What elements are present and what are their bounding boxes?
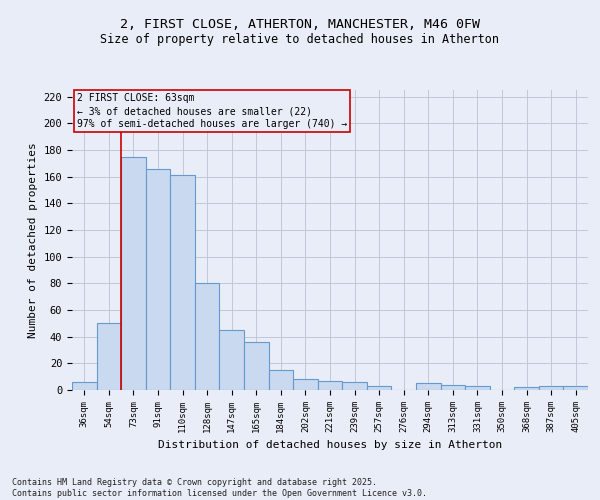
Y-axis label: Number of detached properties: Number of detached properties xyxy=(28,142,38,338)
Bar xyxy=(146,168,170,390)
Bar xyxy=(220,330,244,390)
Text: 2, FIRST CLOSE, ATHERTON, MANCHESTER, M46 0FW: 2, FIRST CLOSE, ATHERTON, MANCHESTER, M4… xyxy=(120,18,480,30)
Bar xyxy=(269,370,293,390)
Bar xyxy=(563,386,588,390)
Bar xyxy=(465,386,490,390)
Text: Size of property relative to detached houses in Atherton: Size of property relative to detached ho… xyxy=(101,32,499,46)
Bar xyxy=(416,384,440,390)
Bar xyxy=(367,386,391,390)
X-axis label: Distribution of detached houses by size in Atherton: Distribution of detached houses by size … xyxy=(158,440,502,450)
Bar xyxy=(170,176,195,390)
Bar xyxy=(539,386,563,390)
Bar xyxy=(342,382,367,390)
Text: Contains HM Land Registry data © Crown copyright and database right 2025.
Contai: Contains HM Land Registry data © Crown c… xyxy=(12,478,427,498)
Bar xyxy=(72,382,97,390)
Bar xyxy=(293,380,318,390)
Bar xyxy=(195,284,220,390)
Bar xyxy=(121,156,146,390)
Bar xyxy=(514,388,539,390)
Bar xyxy=(97,324,121,390)
Bar xyxy=(318,380,342,390)
Bar xyxy=(244,342,269,390)
Bar xyxy=(440,384,465,390)
Text: 2 FIRST CLOSE: 63sqm
← 3% of detached houses are smaller (22)
97% of semi-detach: 2 FIRST CLOSE: 63sqm ← 3% of detached ho… xyxy=(77,93,347,130)
